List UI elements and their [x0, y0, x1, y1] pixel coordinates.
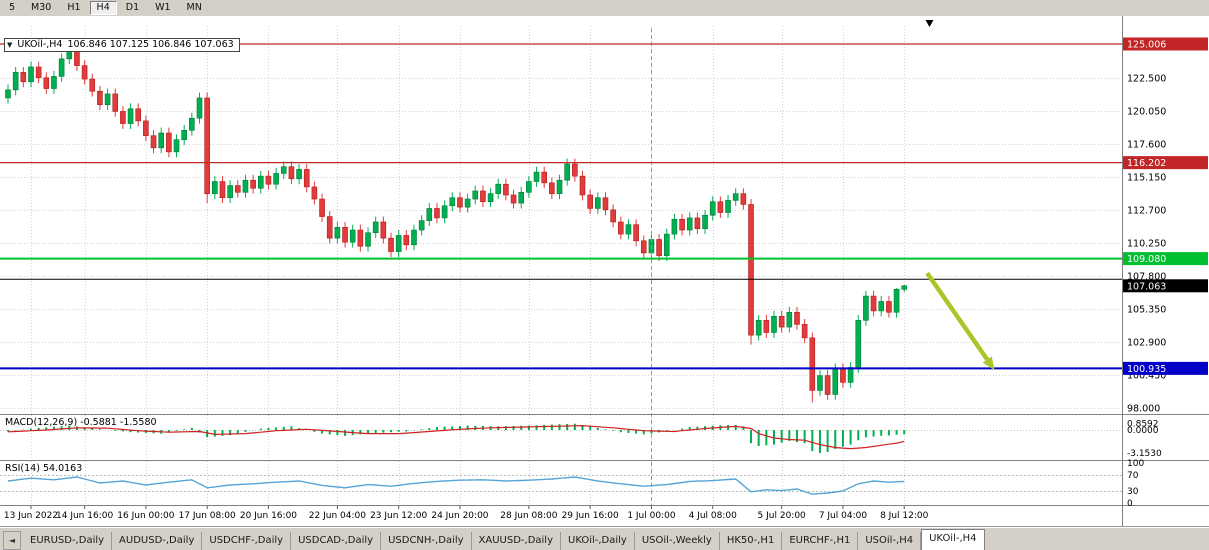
svg-text:120.050: 120.050 — [1127, 106, 1166, 117]
svg-text:110.250: 110.250 — [1127, 238, 1166, 249]
chart-tab[interactable]: USDCAD-,Daily — [291, 532, 382, 550]
chart-tab[interactable]: USDCNH-,Daily — [381, 532, 472, 550]
svg-text:112.700: 112.700 — [1127, 205, 1166, 216]
rsi-panel — [0, 475, 1122, 495]
chart-area: 122.500 120.050 117.600 115.150 112.700 110.2… — [0, 16, 1209, 527]
svg-text:7 Jul 04:00: 7 Jul 04:00 — [819, 511, 868, 521]
timeframe-button-h1[interactable]: H1 — [67, 2, 81, 13]
svg-text:13 Jun 2022: 13 Jun 2022 — [4, 511, 58, 521]
timeframe-button-m30[interactable]: M30 — [31, 2, 52, 13]
svg-text:0.0000: 0.0000 — [1127, 426, 1159, 436]
svg-text:17 Jun 08:00: 17 Jun 08:00 — [179, 511, 236, 521]
timeframe-buttons: 5 M30 H1 H4 D1 W1 MN — [0, 0, 209, 16]
rsi-value: 54.0163 — [42, 463, 83, 474]
timeframe-button-h4[interactable]: H4 — [89, 1, 117, 15]
macd-value-signal: -1.5580 — [119, 417, 157, 428]
chart-title-ohlc: 106.846 107.125 106.846 107.063 — [67, 39, 234, 50]
svg-text:29 Jun 16:00: 29 Jun 16:00 — [562, 511, 619, 521]
svg-text:23 Jun 12:00: 23 Jun 12:00 — [370, 511, 427, 521]
timeframe-toolbar: 5 M30 H1 H4 D1 W1 MN — [0, 0, 1209, 17]
timeframe-button-mn[interactable]: MN — [186, 2, 202, 13]
svg-text:1 Jul 00:00: 1 Jul 00:00 — [627, 511, 676, 521]
chart-title-box[interactable]: ▼ UKOil-,H4 106.846 107.125 106.846 107.… — [4, 38, 240, 52]
timeframe-button-w1[interactable]: W1 — [155, 2, 171, 13]
svg-text:8 Jul 12:00: 8 Jul 12:00 — [880, 511, 929, 521]
timeframe-button-d1[interactable]: D1 — [125, 2, 140, 13]
svg-text:115.150: 115.150 — [1127, 172, 1166, 183]
chart-title-symbol: UKOil-,H4 — [17, 39, 63, 50]
svg-text:125.006: 125.006 — [1127, 39, 1166, 50]
svg-text:0.8592: 0.8592 — [1127, 420, 1159, 430]
macd-label: MACD(12,26,9) -0.5881 -1.5580 — [5, 417, 157, 428]
chart-tabs: EURUSD-,Daily AUDUSD-,Daily USDCHF-,Daily U… — [23, 528, 985, 550]
svg-text:14 Jun 16:00: 14 Jun 16:00 — [56, 511, 113, 521]
svg-text:107.063: 107.063 — [1127, 281, 1166, 292]
symbol-tabbar: ◄ EURUSD-,Daily AUDUSD-,Daily USDCHF-,Dail… — [0, 527, 1209, 550]
timeframe-button-5[interactable]: 5 — [9, 2, 16, 13]
svg-text:100: 100 — [1127, 459, 1144, 469]
chart-tab[interactable]: UKOil-,H4 — [921, 529, 985, 550]
macd-name: MACD(12,26,9) — [5, 417, 78, 428]
svg-text:105.350: 105.350 — [1127, 304, 1166, 315]
rsi-name: RSI(14) — [5, 463, 40, 474]
chart-tab[interactable]: UKOil-,Daily — [561, 532, 635, 550]
grid — [0, 26, 1122, 505]
svg-text:-3.1530: -3.1530 — [1127, 449, 1162, 459]
svg-text:70: 70 — [1127, 471, 1139, 481]
svg-text:122.500: 122.500 — [1127, 73, 1166, 84]
chevron-down-icon: ▼ — [7, 41, 13, 49]
svg-text:116.202: 116.202 — [1127, 158, 1166, 169]
svg-text:98.000: 98.000 — [1127, 403, 1160, 414]
rsi-label: RSI(14) 54.0163 — [5, 463, 82, 474]
svg-text:107.800: 107.800 — [1127, 271, 1166, 282]
svg-text:20 Jun 16:00: 20 Jun 16:00 — [240, 511, 297, 521]
tab-scroll-left-button[interactable]: ◄ — [3, 531, 21, 550]
svg-text:100.935: 100.935 — [1127, 364, 1166, 375]
svg-text:16 Jun 00:00: 16 Jun 00:00 — [117, 511, 174, 521]
svg-text:4 Jul 08:00: 4 Jul 08:00 — [689, 511, 738, 521]
candles — [5, 45, 908, 403]
chart-tab[interactable]: EURCHF-,H1 — [782, 532, 859, 550]
svg-text:30: 30 — [1127, 487, 1139, 497]
price-axis: 122.500 120.050 117.600 115.150 112.700 110.2… — [1123, 37, 1208, 509]
svg-text:117.600: 117.600 — [1127, 139, 1166, 150]
svg-text:28 Jun 08:00: 28 Jun 08:00 — [500, 511, 557, 521]
object-marker-icon[interactable] — [925, 20, 934, 27]
svg-text:109.080: 109.080 — [1127, 254, 1166, 265]
chart-tab[interactable]: USDCHF-,Daily — [202, 532, 292, 550]
chart-tab[interactable]: AUDUSD-,Daily — [112, 532, 203, 550]
chart-canvas[interactable]: 122.500 120.050 117.600 115.150 112.700 110.2… — [0, 16, 1209, 527]
chart-tab[interactable]: EURUSD-,Daily — [23, 532, 113, 550]
chart-tab[interactable]: XAUUSD-,Daily — [471, 532, 561, 550]
svg-text:5 Jul 20:00: 5 Jul 20:00 — [758, 511, 807, 521]
chart-tab[interactable]: USOil-,Weekly — [634, 532, 720, 550]
trend-arrow[interactable] — [925, 271, 995, 371]
svg-text:100.450: 100.450 — [1127, 370, 1166, 381]
macd-panel — [0, 423, 1122, 453]
svg-text:24 Jun 20:00: 24 Jun 20:00 — [431, 511, 488, 521]
chart-tab[interactable]: HK50-,H1 — [719, 532, 783, 550]
svg-text:22 Jun 04:00: 22 Jun 04:00 — [309, 511, 366, 521]
svg-text:102.900: 102.900 — [1127, 337, 1166, 348]
chart-tab[interactable]: USOil-,H4 — [858, 532, 922, 550]
svg-text:0: 0 — [1127, 499, 1133, 509]
macd-value-main: -0.5881 — [80, 417, 117, 428]
